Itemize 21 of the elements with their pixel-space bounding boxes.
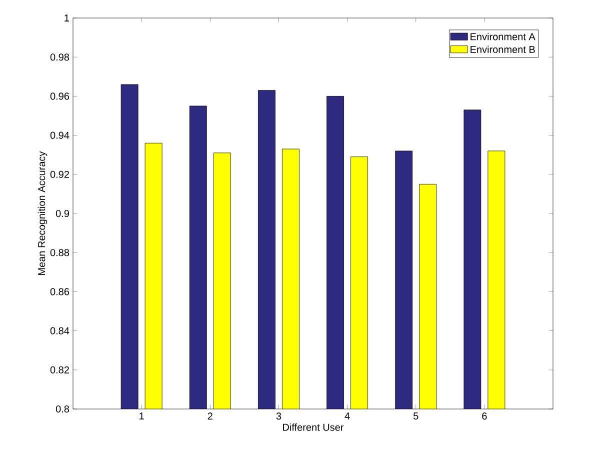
y-tick-label: 0.82 (50, 366, 69, 374)
y-tick-label: 0.86 (50, 288, 70, 296)
legend-label: Environment B (470, 46, 535, 54)
y-tick-label: 0.96 (50, 92, 70, 100)
x-tick-label: 2 (208, 412, 212, 420)
y-tick-label: 0.88 (50, 249, 70, 256)
x-tick-label: 1 (140, 412, 144, 420)
legend-label: Environment A (470, 32, 536, 40)
y-tick-label: 0.92 (50, 170, 69, 178)
y-tick-label: 0.8 (56, 405, 70, 413)
y-tick-label: 0.98 (50, 54, 70, 61)
x-tick-label: 3 (276, 412, 282, 420)
x-tick-label: 4 (344, 412, 350, 420)
y-tick-label: 0.94 (50, 132, 70, 139)
y-tick-label: 0.84 (50, 327, 70, 334)
x-axis-title: Different User (283, 423, 344, 431)
y-tick-label: 1 (64, 14, 69, 22)
x-tick-label: 5 (413, 412, 418, 420)
y-axis-title: Mean Recognition Accuracy (38, 151, 48, 275)
x-tick-label: 6 (482, 412, 487, 420)
y-tick-label: 0.9 (56, 210, 70, 218)
